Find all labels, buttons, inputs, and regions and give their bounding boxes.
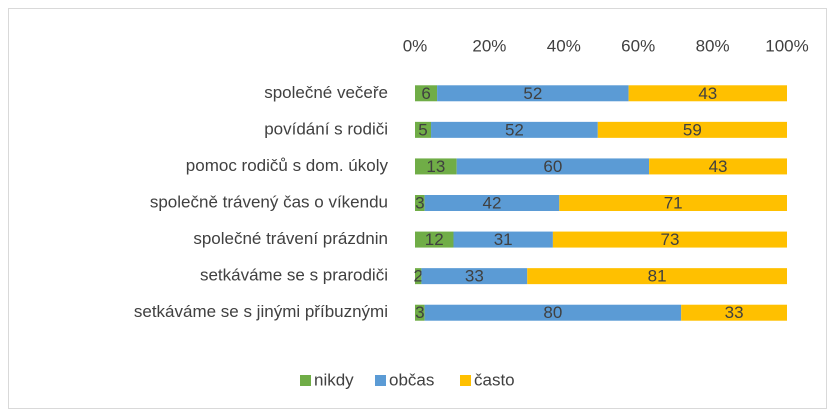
data-label: 43	[709, 157, 728, 176]
data-label: 2	[413, 267, 422, 286]
data-label: 73	[660, 230, 679, 249]
data-label: 59	[683, 120, 702, 139]
legend-swatch	[375, 375, 386, 386]
bar-segment	[424, 195, 560, 211]
bar-segment	[527, 268, 787, 285]
y-tick-label: společně trávený čas o víkendu	[150, 192, 388, 211]
data-label: 33	[465, 267, 484, 286]
bar-segment	[415, 304, 425, 321]
legend-label: často	[474, 370, 515, 389]
x-tick-label: 0%	[403, 36, 428, 55]
bar-segment	[597, 121, 787, 138]
y-tick-label: setkáváme se s jinými příbuznými	[134, 302, 388, 321]
data-label: 52	[505, 120, 524, 139]
data-label: 42	[483, 193, 502, 212]
data-label: 52	[523, 84, 542, 103]
bar-segment	[415, 158, 457, 175]
data-label: 13	[426, 157, 445, 176]
bar-segment	[628, 85, 787, 102]
data-label: 43	[698, 84, 717, 103]
data-label: 33	[725, 303, 744, 322]
data-label: 3	[415, 303, 424, 322]
data-label: 31	[494, 230, 513, 249]
data-label: 60	[543, 157, 562, 176]
y-tick-label: setkáváme se s prarodiči	[200, 266, 388, 285]
bar-segment	[552, 231, 787, 248]
x-tick-label: 80%	[696, 36, 730, 55]
bar-segment	[649, 158, 787, 175]
x-tick-label: 100%	[765, 36, 808, 55]
bar-segment	[681, 304, 787, 321]
bar-segment	[431, 121, 598, 138]
data-label: 71	[664, 193, 683, 212]
y-tick-label: společné trávení prázdnin	[193, 229, 388, 248]
y-tick-label: povídání s rodiči	[264, 119, 388, 138]
y-tick-label: pomoc rodičů s dom. úkoly	[186, 156, 389, 175]
bar-segment	[437, 85, 629, 102]
bar-segment	[415, 85, 438, 102]
bar-segment	[421, 268, 528, 285]
bar-segment	[559, 195, 787, 211]
data-label: 6	[421, 84, 430, 103]
bar-segment	[415, 231, 454, 248]
data-label: 5	[418, 120, 427, 139]
data-label: 81	[648, 267, 667, 286]
legend-label: občas	[389, 370, 434, 389]
legend-swatch	[460, 375, 471, 386]
data-label: 3	[415, 193, 424, 212]
data-label: 12	[425, 230, 444, 249]
bar-segment	[456, 158, 650, 175]
x-tick-label: 60%	[621, 36, 655, 55]
bar-segment	[415, 121, 432, 138]
bar-segment	[415, 195, 425, 211]
y-tick-label: společné večeře	[264, 83, 388, 102]
bar-segment	[453, 231, 553, 248]
bar-segment	[424, 304, 682, 321]
x-tick-label: 40%	[547, 36, 581, 55]
x-tick-label: 20%	[472, 36, 506, 55]
legend-swatch	[300, 375, 311, 386]
legend-label: nikdy	[314, 370, 354, 389]
data-label: 80	[543, 303, 562, 322]
bar-segment	[415, 268, 422, 285]
